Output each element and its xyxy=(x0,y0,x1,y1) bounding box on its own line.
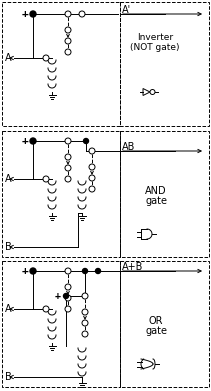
Bar xyxy=(120,131,209,257)
Text: B: B xyxy=(5,372,12,382)
Circle shape xyxy=(84,138,88,143)
Text: OR: OR xyxy=(149,316,163,326)
Text: gate: gate xyxy=(145,326,167,336)
Text: A: A xyxy=(5,53,12,63)
Circle shape xyxy=(65,38,71,44)
Circle shape xyxy=(43,176,49,182)
Circle shape xyxy=(89,148,95,154)
Circle shape xyxy=(65,268,71,274)
Circle shape xyxy=(30,268,36,274)
Circle shape xyxy=(79,11,85,17)
Text: +: + xyxy=(22,266,28,276)
Circle shape xyxy=(30,138,36,144)
Text: A: A xyxy=(5,304,12,314)
Circle shape xyxy=(65,295,71,301)
Text: +: + xyxy=(22,136,28,146)
Circle shape xyxy=(43,306,49,312)
Circle shape xyxy=(30,11,36,17)
Circle shape xyxy=(89,164,95,170)
Circle shape xyxy=(82,331,88,337)
Bar xyxy=(2,261,120,387)
Circle shape xyxy=(65,176,71,182)
Circle shape xyxy=(65,11,71,17)
Bar xyxy=(2,2,120,126)
Text: A': A' xyxy=(122,5,131,15)
Text: (NOT gate): (NOT gate) xyxy=(130,43,180,52)
Text: +: + xyxy=(55,291,61,301)
Circle shape xyxy=(150,90,155,95)
Circle shape xyxy=(43,55,49,61)
Bar xyxy=(2,131,120,257)
Circle shape xyxy=(89,186,95,192)
Circle shape xyxy=(65,165,71,171)
Circle shape xyxy=(65,306,71,312)
Text: AND: AND xyxy=(145,186,167,196)
Circle shape xyxy=(65,49,71,55)
Circle shape xyxy=(89,175,95,181)
Circle shape xyxy=(65,138,71,144)
Circle shape xyxy=(82,309,88,315)
Text: A: A xyxy=(5,174,12,184)
Circle shape xyxy=(82,293,88,299)
Text: B: B xyxy=(5,242,12,252)
Circle shape xyxy=(96,269,100,273)
Text: gate: gate xyxy=(145,196,167,206)
Text: +: + xyxy=(22,9,28,19)
Text: Inverter: Inverter xyxy=(137,34,173,43)
Circle shape xyxy=(83,269,88,273)
Circle shape xyxy=(65,154,71,160)
Circle shape xyxy=(65,284,71,290)
Circle shape xyxy=(65,27,71,33)
Circle shape xyxy=(82,320,88,326)
Circle shape xyxy=(64,294,69,298)
Text: AB: AB xyxy=(122,142,135,152)
Text: A+B: A+B xyxy=(122,262,143,272)
Bar xyxy=(120,2,209,126)
Bar xyxy=(120,261,209,387)
